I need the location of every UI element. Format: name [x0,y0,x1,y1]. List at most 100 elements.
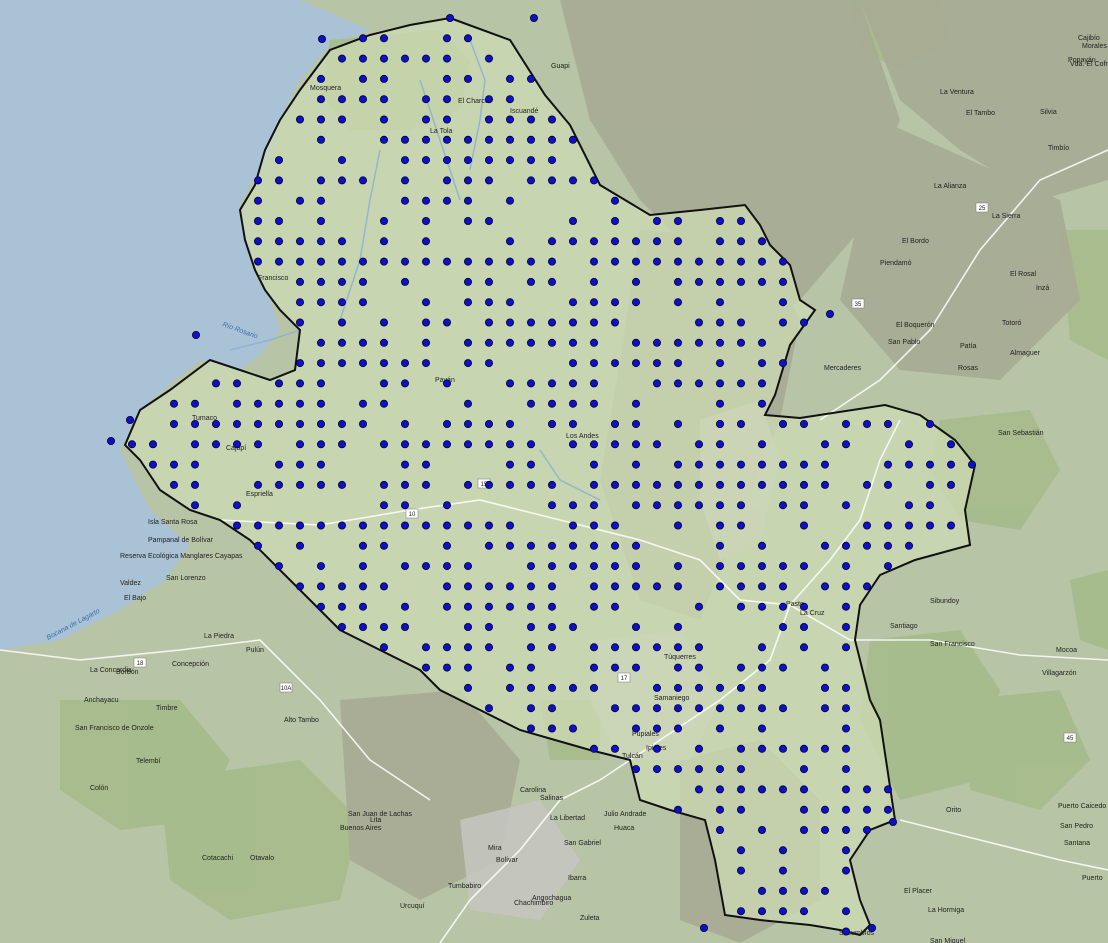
sample-dot[interactable] [695,460,704,469]
sample-dot[interactable] [379,399,388,408]
sample-dot[interactable] [421,54,430,63]
sample-dot[interactable] [716,237,725,246]
sample-dot[interactable] [527,74,536,83]
sample-dot[interactable] [653,643,662,652]
sample-dot[interactable] [421,156,430,165]
sample-dot[interactable] [211,379,220,388]
sample-dot[interactable] [800,460,809,469]
sample-dot[interactable] [884,480,893,489]
sample-dot[interactable] [779,277,788,286]
sample-dot[interactable] [779,298,788,307]
sample-dot[interactable] [442,562,451,571]
sample-dot[interactable] [779,866,788,875]
sample-dot[interactable] [737,216,746,225]
sample-dot[interactable] [884,419,893,428]
sample-dot[interactable] [548,135,557,144]
sample-dot[interactable] [842,866,851,875]
sample-dot[interactable] [463,74,472,83]
sample-dot[interactable] [821,826,830,835]
sample-dot[interactable] [505,74,514,83]
sample-dot[interactable] [316,298,325,307]
sample-dot[interactable] [653,582,662,591]
sample-dot[interactable] [358,338,367,347]
sample-dot[interactable] [463,135,472,144]
sample-dot[interactable] [653,744,662,753]
sample-dot[interactable] [442,440,451,449]
sample-dot[interactable] [926,460,935,469]
sample-dot[interactable] [758,460,767,469]
sample-dot[interactable] [842,562,851,571]
sample-dot[interactable] [337,359,346,368]
sample-dot[interactable] [674,683,683,692]
sample-dot[interactable] [442,318,451,327]
sample-dot[interactable] [590,298,599,307]
sample-dot[interactable] [569,216,578,225]
sample-dot[interactable] [316,440,325,449]
sample-dot[interactable] [737,257,746,266]
sample-dot[interactable] [863,785,872,794]
sample-dot[interactable] [842,501,851,510]
sample-dot[interactable] [695,643,704,652]
sample-dot[interactable] [337,521,346,530]
sample-dot[interactable] [779,602,788,611]
sample-dot[interactable] [295,521,304,530]
sample-dot[interactable] [274,419,283,428]
sample-dot[interactable] [884,460,893,469]
sample-dot[interactable] [716,765,725,774]
sample-dot[interactable] [400,460,409,469]
sample-dot[interactable] [674,237,683,246]
sample-dot[interactable] [674,379,683,388]
sample-dot[interactable] [590,480,599,489]
sample-dot[interactable] [632,704,641,713]
sample-dot[interactable] [400,257,409,266]
sample-dot[interactable] [274,460,283,469]
sample-dot[interactable] [674,663,683,672]
sample-dot[interactable] [611,663,620,672]
sample-dot[interactable] [442,602,451,611]
sample-dot[interactable] [295,196,304,205]
sample-dot[interactable] [842,683,851,692]
sample-dot[interactable] [484,419,493,428]
sample-dot[interactable] [758,886,767,895]
sample-dot[interactable] [548,277,557,286]
sample-dot[interactable] [421,521,430,530]
sample-dot[interactable] [442,419,451,428]
sample-dot[interactable] [926,501,935,510]
sample-dot[interactable] [632,541,641,550]
sample-dot[interactable] [232,399,241,408]
sample-dot[interactable] [569,298,578,307]
sample-dot[interactable] [569,623,578,632]
sample-dot[interactable] [548,480,557,489]
sample-dot[interactable] [758,643,767,652]
sample-dot[interactable] [484,582,493,591]
sample-dot[interactable] [716,704,725,713]
sample-dot[interactable] [926,480,935,489]
sample-dot[interactable] [632,298,641,307]
sample-dot[interactable] [590,582,599,591]
sample-dot[interactable] [842,765,851,774]
sample-dot[interactable] [530,13,539,22]
sample-dot[interactable] [863,541,872,550]
sample-dot[interactable] [548,602,557,611]
sample-dot[interactable] [421,643,430,652]
sample-dot[interactable] [442,196,451,205]
sample-dot[interactable] [695,683,704,692]
sample-dot[interactable] [653,216,662,225]
sample-dot[interactable] [442,643,451,652]
sample-dot[interactable] [358,74,367,83]
sample-dot[interactable] [779,480,788,489]
sample-dot[interactable] [358,582,367,591]
sample-dot[interactable] [421,95,430,104]
sample-dot[interactable] [211,419,220,428]
sample-dot[interactable] [337,176,346,185]
sample-dot[interactable] [527,115,536,124]
sample-dot[interactable] [379,115,388,124]
sample-dot[interactable] [253,440,262,449]
sample-dot[interactable] [484,521,493,530]
sample-dot[interactable] [484,95,493,104]
sample-dot[interactable] [190,399,199,408]
sample-dot[interactable] [548,562,557,571]
sample-dot[interactable] [337,54,346,63]
sample-dot[interactable] [484,156,493,165]
